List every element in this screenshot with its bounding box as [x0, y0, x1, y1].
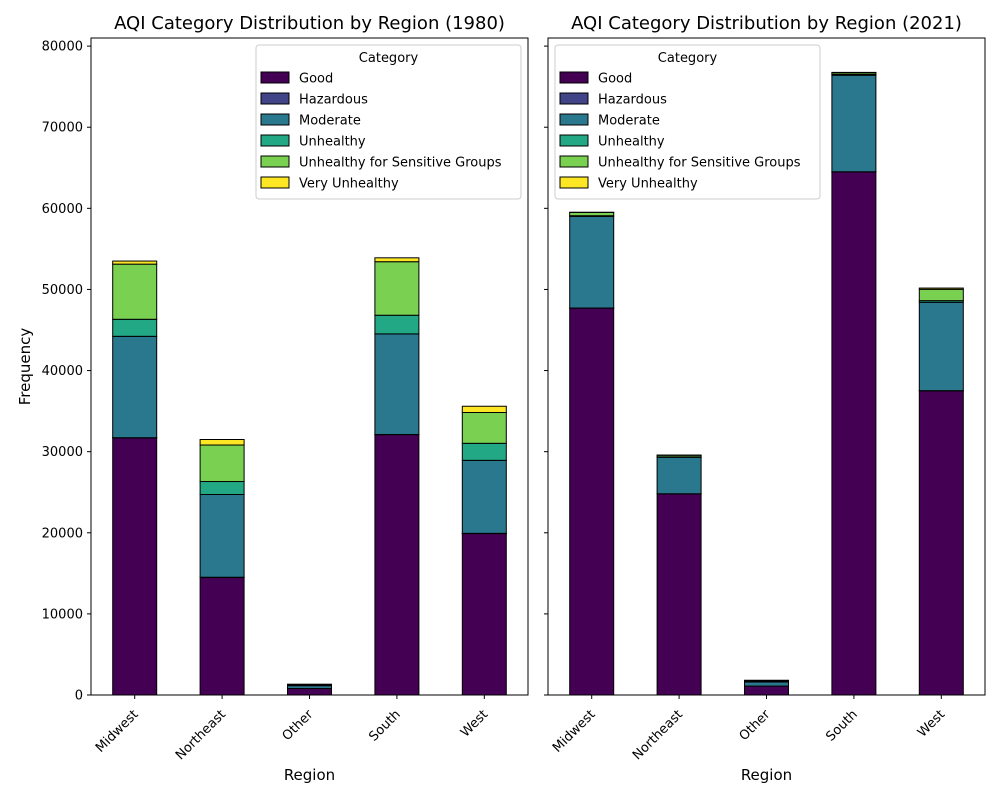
- bar-south-good: [375, 435, 419, 695]
- bar-midwest-good: [113, 438, 157, 695]
- bar-midwest-moderate: [570, 216, 614, 308]
- legend-swatch: [261, 72, 289, 83]
- legend-entry: Moderate: [598, 114, 660, 129]
- x-tick-label-northeast: Northeast: [630, 707, 686, 763]
- x-tick-label-other: Other: [737, 707, 774, 744]
- y-tick-label: 70000: [42, 121, 83, 136]
- x-tick-label-midwest: Midwest: [550, 707, 599, 756]
- bar-west-unhealthy-for-sensitive-groups: [462, 412, 506, 443]
- legend-swatch: [261, 135, 289, 146]
- bar-northeast-unhealthy: [200, 482, 244, 495]
- x-tick-label-south: South: [823, 707, 860, 744]
- bar-other-moderate: [745, 682, 789, 686]
- legend: Category Good Hazardous Moderate Unhealthy Un…: [555, 45, 820, 199]
- legend-swatch: [560, 93, 588, 104]
- bar-midwest-good: [570, 308, 614, 695]
- chart-panel-1: AQI Category Distribution by Region (198…: [16, 13, 528, 784]
- legend-swatch: [261, 93, 289, 104]
- legend-entry: Unhealthy for Sensitive Groups: [598, 156, 801, 171]
- x-tick-label-west: West: [458, 707, 491, 740]
- bar-midwest-moderate: [113, 336, 157, 437]
- legend-entry: Good: [598, 72, 632, 87]
- y-tick-label: 10000: [42, 607, 83, 622]
- legend-entry: Unhealthy: [299, 135, 366, 150]
- y-tick-label: 30000: [42, 445, 83, 460]
- bar-west-very-unhealthy: [919, 288, 963, 289]
- bar-west-moderate: [919, 302, 963, 390]
- x-axis-label: Region: [284, 766, 335, 784]
- legend-entry: Hazardous: [598, 93, 667, 108]
- chart-title: AQI Category Distribution by Region (202…: [571, 13, 962, 34]
- bar-other-good: [288, 689, 332, 695]
- bar-midwest-unhealthy: [113, 319, 157, 336]
- y-tick-label: 0: [75, 689, 83, 704]
- bar-northeast-good: [200, 577, 244, 695]
- x-axis-label: Region: [741, 766, 792, 784]
- bar-northeast-unhealthy-for-sensitive-groups: [200, 445, 244, 482]
- bar-northeast-moderate: [657, 457, 701, 494]
- legend-swatch: [261, 114, 289, 125]
- legend-entry: Unhealthy for Sensitive Groups: [299, 156, 502, 171]
- legend-swatch: [560, 156, 588, 167]
- chart-panel-2: AQI Category Distribution by Region (202…: [544, 13, 985, 784]
- legend-title: Category: [359, 51, 419, 66]
- chart-title: AQI Category Distribution by Region (198…: [114, 13, 505, 34]
- y-axis-label: Frequency: [16, 328, 34, 406]
- legend-entry: Very Unhealthy: [598, 177, 698, 192]
- bar-south-moderate: [832, 75, 876, 172]
- x-tick-label-south: South: [366, 707, 403, 744]
- legend-entry: Hazardous: [299, 93, 368, 108]
- bar-south-unhealthy-for-sensitive-groups: [375, 262, 419, 316]
- x-tick-label-midwest: Midwest: [93, 707, 142, 756]
- legend-title: Category: [658, 51, 718, 66]
- legend-swatch: [261, 177, 289, 188]
- legend-entry: Unhealthy: [598, 135, 665, 150]
- y-tick-label: 60000: [42, 202, 83, 217]
- x-tick-label-northeast: Northeast: [173, 707, 229, 763]
- bar-northeast-moderate: [200, 494, 244, 577]
- bar-northeast-good: [657, 494, 701, 695]
- y-tick-label: 80000: [42, 40, 83, 55]
- bar-west-unhealthy-for-sensitive-groups: [919, 289, 963, 300]
- legend-swatch: [560, 135, 588, 146]
- legend-entry: Very Unhealthy: [299, 177, 399, 192]
- bar-west-good: [919, 391, 963, 695]
- legend-swatch: [560, 114, 588, 125]
- bar-northeast-very-unhealthy: [200, 440, 244, 446]
- y-tick-label: 40000: [42, 364, 83, 379]
- bar-west-good: [462, 534, 506, 695]
- bar-south-very-unhealthy: [375, 258, 419, 262]
- bar-midwest-very-unhealthy: [113, 261, 157, 264]
- x-tick-label-west: West: [915, 707, 948, 740]
- bar-west-very-unhealthy: [462, 406, 506, 412]
- legend-swatch: [261, 156, 289, 167]
- legend-entry: Good: [299, 72, 333, 87]
- y-tick-label: 20000: [42, 526, 83, 541]
- legend-swatch: [560, 177, 588, 188]
- x-tick-label-other: Other: [280, 707, 317, 744]
- bar-south-unhealthy: [375, 315, 419, 334]
- y-tick-label: 50000: [42, 283, 83, 298]
- bar-south-moderate: [375, 334, 419, 435]
- bar-west-unhealthy: [462, 443, 506, 460]
- legend-entry: Moderate: [299, 114, 361, 129]
- bar-west-moderate: [462, 460, 506, 533]
- bar-other-good: [745, 686, 789, 695]
- bar-midwest-unhealthy-for-sensitive-groups: [113, 264, 157, 319]
- legend: Category Good Hazardous Moderate Unhealthy Un…: [256, 45, 521, 199]
- bar-south-good: [832, 172, 876, 695]
- legend-swatch: [560, 72, 588, 83]
